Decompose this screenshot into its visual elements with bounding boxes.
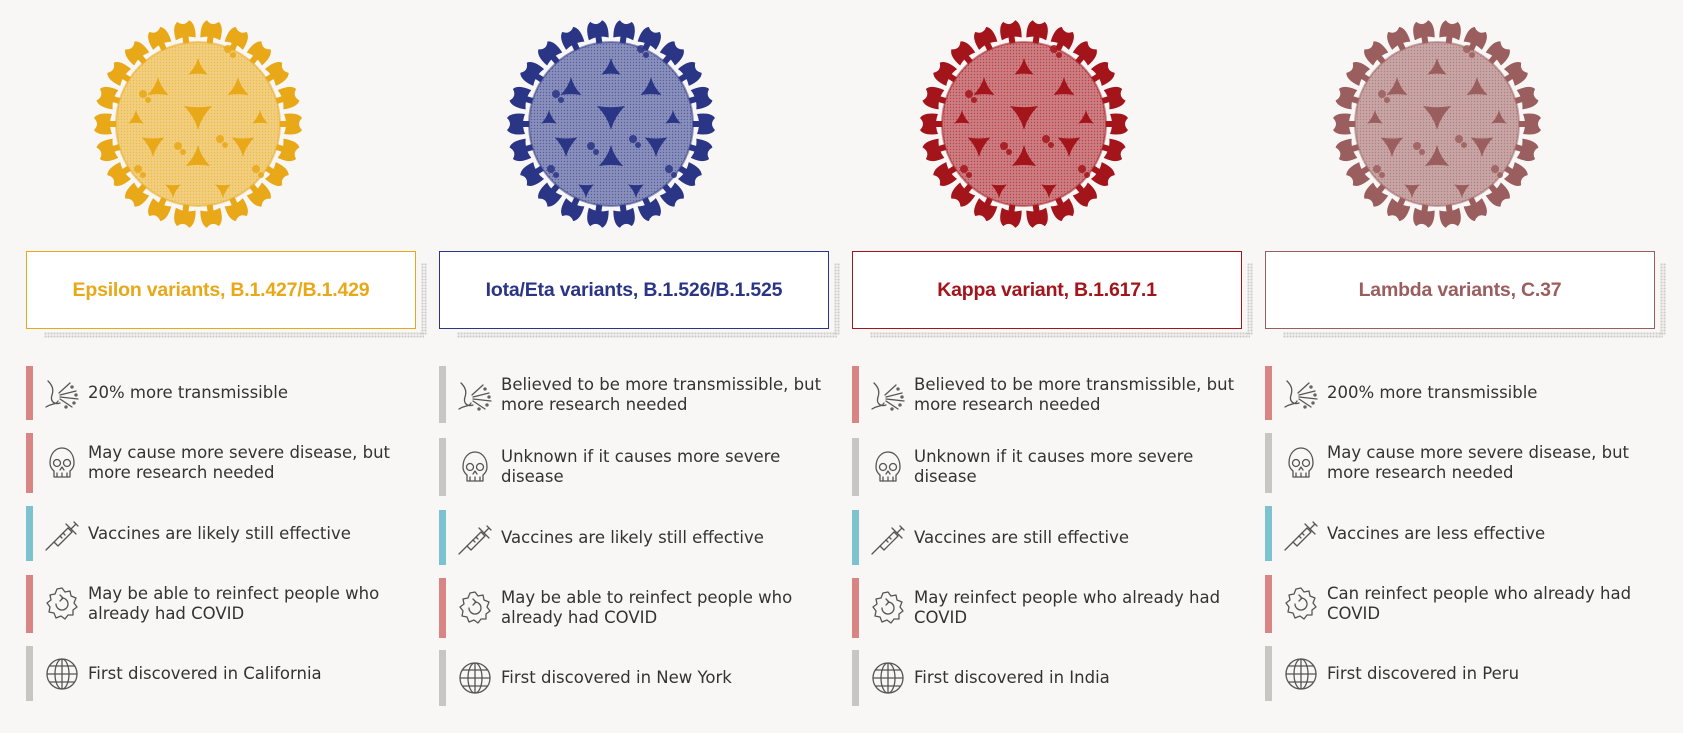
skull-icon: [1288, 447, 1314, 478]
dotted-shadow: [44, 332, 424, 338]
transmission-icon: [1284, 380, 1318, 409]
status-bar: [852, 578, 859, 638]
fact-text: Unknown if it causes more severe disease: [501, 447, 781, 486]
skull-icon: [49, 447, 75, 478]
status-bar: [439, 510, 446, 565]
status-bar: [439, 366, 446, 423]
status-bar: [1265, 646, 1272, 701]
fact-text: May reinfect people who already had COVI…: [914, 588, 1221, 627]
status-bar: [26, 646, 33, 701]
fact-text: Vaccines are likely still effective: [88, 523, 351, 543]
fact-text: First discovered in Peru: [1327, 663, 1520, 683]
status-bar: [439, 650, 446, 706]
status-bar: [852, 650, 859, 706]
status-bar: [26, 575, 33, 633]
globe-icon: [1285, 657, 1317, 690]
transmission-icon: [45, 380, 79, 409]
syringe-icon: [1284, 520, 1318, 551]
status-bar: [852, 438, 859, 496]
dotted-shadow: [1247, 263, 1253, 335]
status-bar: [439, 578, 446, 638]
variant-title: Lambda variants, C.37: [1265, 251, 1655, 329]
status-bar: [439, 438, 446, 496]
status-bar: [26, 366, 33, 420]
fact-text: First discovered in New York: [501, 668, 732, 687]
globe-icon: [459, 662, 491, 694]
transmission-icon: [458, 381, 492, 411]
fact-text: Believed to be more transmissible, but m…: [501, 374, 822, 414]
fact-text: May cause more severe disease, but more …: [1327, 443, 1630, 482]
status-bar: [852, 366, 859, 423]
fact-text: Vaccines are likely still effective: [501, 527, 764, 547]
fact-text: Believed to be more transmissible, but m…: [914, 374, 1235, 414]
fact-text: First discovered in California: [88, 663, 322, 683]
reinfection-icon: [46, 587, 78, 620]
dotted-shadow: [870, 332, 1250, 338]
skull-icon: [875, 451, 901, 482]
reinfection-icon: [459, 591, 491, 624]
variant-title: Kappa variant, B.1.617.1: [852, 251, 1242, 329]
variant-column: Epsilon variants, B.1.427/B.1.429 20% mor…: [0, 0, 427, 733]
fact-text: Vaccines are less effective: [1327, 523, 1546, 543]
virus-icon: [920, 20, 1128, 228]
fact-text: First discovered in India: [914, 668, 1110, 687]
fact-text: May be able to reinfect people who alrea…: [88, 584, 380, 623]
virus-icon: [1333, 20, 1541, 228]
globe-icon: [872, 662, 904, 694]
status-bar: [1265, 366, 1272, 420]
fact-text: Unknown if it causes more severe disease: [914, 447, 1194, 486]
fact-text: Can reinfect people who already had COVI…: [1327, 584, 1632, 623]
syringe-icon: [45, 520, 79, 551]
syringe-icon: [871, 524, 905, 555]
reinfection-icon: [1285, 587, 1317, 620]
transmission-icon: [871, 381, 905, 411]
dotted-shadow: [1660, 263, 1666, 335]
dotted-shadow: [834, 263, 840, 335]
status-bar: [852, 510, 859, 565]
variant-title: Epsilon variants, B.1.427/B.1.429: [26, 251, 416, 329]
virus-icon: [94, 20, 302, 228]
fact-text: May cause more severe disease, but more …: [88, 443, 391, 482]
virus-icon: [507, 20, 715, 228]
variant-column: Iota/Eta variants, B.1.526/B.1.525 Believ…: [413, 0, 840, 733]
status-bar: [26, 506, 33, 561]
fact-text: May be able to reinfect people who alrea…: [501, 588, 793, 627]
status-bar: [1265, 433, 1272, 493]
skull-icon: [462, 451, 488, 482]
globe-icon: [46, 657, 78, 690]
reinfection-icon: [872, 591, 904, 624]
variant-column: Lambda variants, C.37 200% more transmiss…: [1239, 0, 1666, 733]
dotted-shadow: [457, 332, 837, 338]
fact-text: Vaccines are still effective: [914, 527, 1129, 547]
variant-title: Iota/Eta variants, B.1.526/B.1.525: [439, 251, 829, 329]
syringe-icon: [458, 524, 492, 555]
status-bar: [1265, 506, 1272, 561]
dotted-shadow: [1283, 332, 1663, 338]
fact-text: 20% more transmissible: [88, 383, 288, 402]
status-bar: [1265, 575, 1272, 633]
dotted-shadow: [421, 263, 427, 335]
status-bar: [26, 433, 33, 493]
fact-text: 200% more transmissible: [1327, 383, 1538, 402]
variant-column: Kappa variant, B.1.617.1 Believed to be m…: [826, 0, 1253, 733]
